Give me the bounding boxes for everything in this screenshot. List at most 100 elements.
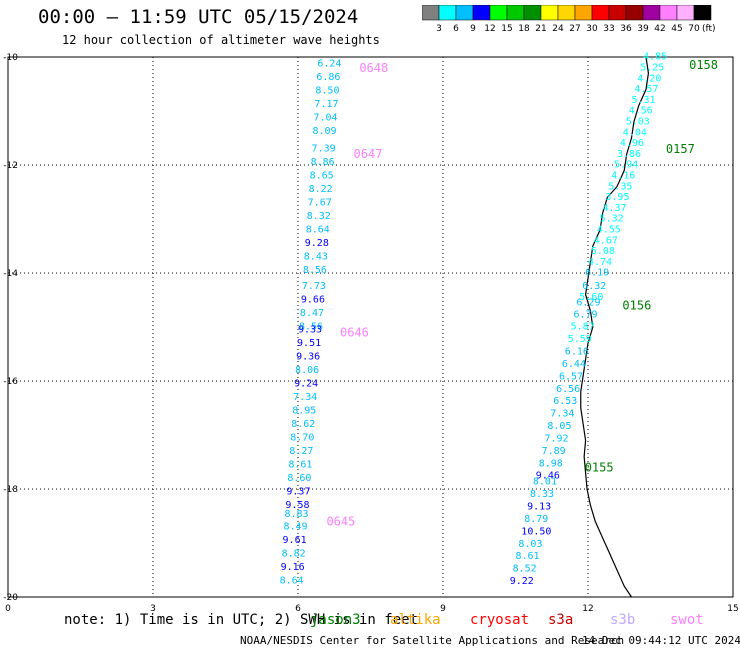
wave-height-value: 9.66 xyxy=(301,295,325,306)
pass-number-label: 0155 xyxy=(585,460,614,474)
colorbar-tick: 39 xyxy=(637,24,649,34)
colorbar-tick: 6 xyxy=(453,24,459,34)
wave-height-value: 4.57 xyxy=(634,84,658,95)
wave-height-value: 9.36 xyxy=(296,351,320,362)
wave-height-value: 4.67 xyxy=(594,235,618,246)
satellite-track: 4.855.254.204.575.314.565.034.044.963.86… xyxy=(510,52,718,587)
wave-height-value: 8.79 xyxy=(524,514,548,525)
colorbar-tick: 36 xyxy=(620,24,632,34)
wave-height-value: 6.56 xyxy=(556,384,580,395)
wave-height-value: 6.53 xyxy=(553,396,577,407)
wave-height-value: 8.60 xyxy=(287,473,311,484)
legend-s3a: s3a xyxy=(548,612,574,628)
wave-height-value: 5.31 xyxy=(632,95,656,106)
wave-height-value: 8.62 xyxy=(291,419,315,430)
wave-height-value: 5.03 xyxy=(626,117,650,128)
colorbar-swatch xyxy=(693,5,712,21)
wave-height-value: 6.16 xyxy=(565,347,589,358)
wave-height-value: 9.33 xyxy=(298,324,322,335)
wave-height-value: 9.46 xyxy=(536,471,560,482)
y-tick-label: -20 xyxy=(3,593,18,603)
wave-height-value: 8.61 xyxy=(288,459,312,470)
wave-height-value: 6.57 xyxy=(559,371,583,382)
wave-height-value: 6.19 xyxy=(585,268,609,279)
wave-height-value: 5.32 xyxy=(600,214,624,225)
colorbar-tick: 33 xyxy=(603,24,614,34)
wave-height-value: 4.20 xyxy=(637,73,661,84)
wave-height-value: 4.56 xyxy=(629,106,653,117)
colorbar-tick: 45 xyxy=(671,24,682,34)
wave-height-value: 8.03 xyxy=(518,539,542,550)
wave-height-value: 9.16 xyxy=(281,562,305,573)
wave-height-value: 4.74 xyxy=(588,257,612,268)
wave-height-value: 5.59 xyxy=(568,334,592,345)
wave-height-value: 8.43 xyxy=(304,252,328,263)
x-tick-label: 9 xyxy=(440,604,446,614)
wave-height-value: 9.58 xyxy=(285,500,309,511)
wave-height-value: 4.96 xyxy=(620,138,644,149)
coastline xyxy=(580,56,650,598)
wave-height-value: 6.86 xyxy=(316,72,340,83)
wave-height-value: 8.86 xyxy=(311,157,335,168)
wave-height-value: 9.51 xyxy=(297,338,321,349)
wave-height-value: 8.70 xyxy=(290,432,314,443)
legend-altika: altika xyxy=(390,612,441,628)
colorbar-tick: 70 xyxy=(688,24,700,34)
wave-height-value: 7.92 xyxy=(545,433,569,444)
units-note: note: 1) Time is in UTC; 2) SWH is in fe… xyxy=(64,612,419,628)
wave-height-value: 8.61 xyxy=(516,551,540,562)
wave-height-value: 9.28 xyxy=(305,238,329,249)
wave-height-value: 8.32 xyxy=(307,211,331,222)
wave-height-value: 5.08 xyxy=(591,246,615,257)
y-tick-label: -14 xyxy=(3,269,18,279)
wave-height-value: 8.05 xyxy=(547,421,571,432)
wave-height-value: 8.06 xyxy=(295,365,319,376)
wave-height-value: 8.65 xyxy=(310,171,334,182)
wave-height-value: 9.24 xyxy=(294,378,318,389)
wave-height-value: 8.09 xyxy=(313,126,337,137)
wave-height-value: 8.27 xyxy=(289,446,313,457)
plot-frame xyxy=(7,56,734,598)
pass-number-label: 0646 xyxy=(340,325,369,339)
wave-height-value: 5.94 xyxy=(614,160,638,171)
legend-cryosat: cryosat xyxy=(470,612,530,628)
wave-height-value: 7.73 xyxy=(302,281,326,292)
wave-height-value: 9.22 xyxy=(510,576,534,587)
wave-height-value: 7.67 xyxy=(308,198,332,209)
wave-height-value: 10.50 xyxy=(521,526,551,537)
wave-height-value: 4.55 xyxy=(597,225,621,236)
legend-s3b: s3b xyxy=(610,612,636,628)
legend-jason3: jason3 xyxy=(310,612,361,628)
wave-height-value: 3.95 xyxy=(605,192,629,203)
wave-height-value: 7.17 xyxy=(314,99,338,110)
wave-height-value: 5.25 xyxy=(640,63,664,74)
pass-number-label: 0648 xyxy=(359,61,388,75)
page-subtitle: 12 hour collection of altimeter wave hei… xyxy=(62,33,380,47)
wave-height-value: 6.44 xyxy=(562,359,586,370)
pass-number-label: 0157 xyxy=(666,142,695,156)
colorbar-tick: 42 xyxy=(654,24,665,34)
wave-height-value: 7.39 xyxy=(312,144,336,155)
wave-height-value: 8.64 xyxy=(306,225,330,236)
wave-height-value: 9.61 xyxy=(283,535,307,546)
wave-height-value: 4.85 xyxy=(643,52,667,63)
colorbar-tick: 9 xyxy=(470,24,476,34)
wave-height-value: 8.01 xyxy=(533,477,557,488)
wave-height-value: 7.34 xyxy=(550,409,574,420)
pass-number-label: 0158 xyxy=(689,58,718,72)
colorbar-tick: 3 xyxy=(436,24,442,34)
x-tick-label: 0 xyxy=(5,604,11,614)
wave-height-value: 4.04 xyxy=(623,127,647,138)
color-legend: 3 6 9 12 15 18 21 24 27 30 33 36 39 42 45 70 (ft) xyxy=(422,5,716,34)
wave-height-value: 9.13 xyxy=(527,502,551,513)
page-title: 00:00 – 11:59 UTC 05/15/2024 xyxy=(38,6,359,28)
pass-number-label: 0645 xyxy=(326,514,355,528)
wave-height-value: 8.50 xyxy=(315,86,339,97)
legend-swot: swot xyxy=(670,612,704,628)
x-tick-label: 3 xyxy=(150,604,156,614)
pass-number-label: 0647 xyxy=(354,147,383,161)
wave-height-value: 7.04 xyxy=(313,113,337,124)
wave-height-value: 8.33 xyxy=(530,489,554,500)
wave-height-value: 8.98 xyxy=(539,458,563,469)
wave-height-value: 8.49 xyxy=(284,522,308,533)
